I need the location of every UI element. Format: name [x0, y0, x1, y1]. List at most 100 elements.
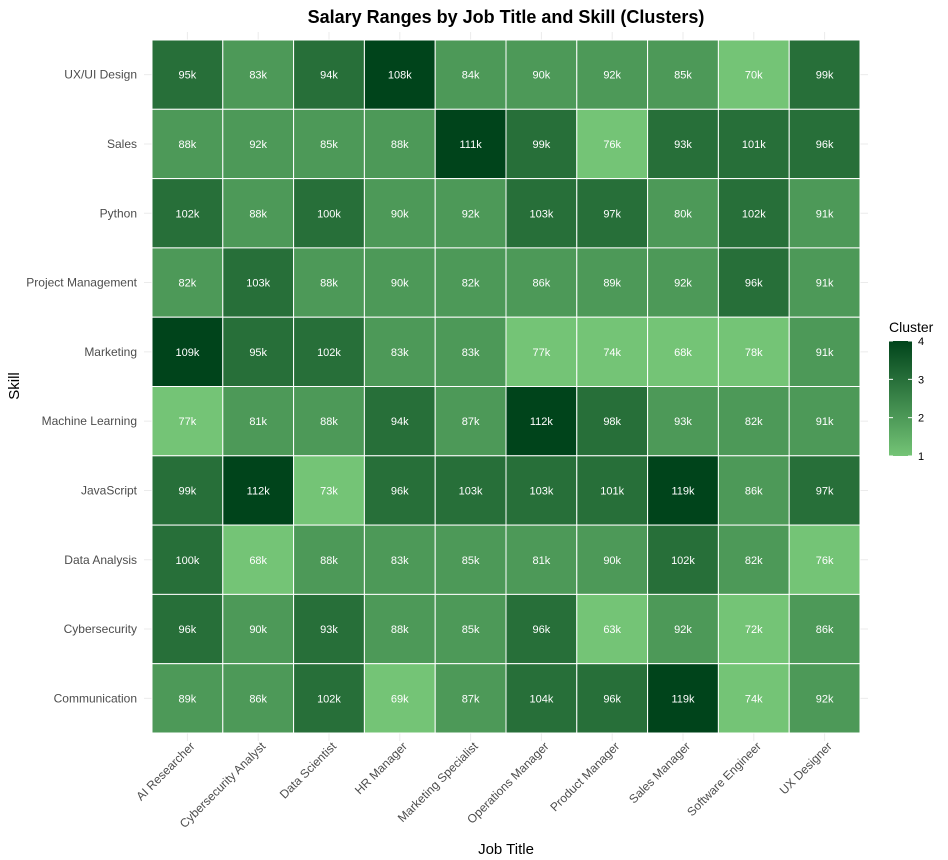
cell-value-label: 102k [317, 693, 341, 705]
heatmap-cell [788, 524, 861, 595]
cell-value-label: 92k [674, 278, 692, 290]
cell-value-label: 88k [179, 139, 197, 151]
heatmap-cell [505, 247, 578, 318]
cell-value-label: 108k [388, 70, 412, 82]
cell-value-label: 102k [742, 208, 766, 220]
x-tick-label: Sales Manager [626, 739, 693, 806]
heatmap-cell [293, 247, 365, 318]
legend-title: Cluster [889, 319, 934, 335]
cell-value-label: 88k [320, 278, 338, 290]
x-tick-label: Data Scientist [277, 739, 340, 802]
cell-value-label: 103k [529, 485, 553, 497]
heatmap-cell [717, 316, 790, 388]
heatmap-cell [576, 663, 649, 734]
cell-value-label: 90k [249, 624, 267, 636]
cell-value-label: 85k [320, 139, 338, 151]
heatmap-cell [434, 386, 507, 457]
cell-value-label: 100k [175, 555, 199, 567]
cell-value-label: 82k [745, 416, 763, 428]
cell-value-label: 112k [247, 485, 271, 497]
heatmap-cell [788, 663, 861, 734]
cell-value-label: 86k [816, 624, 834, 636]
cell-value-label: 87k [462, 416, 480, 428]
cell-value-label: 84k [462, 70, 480, 82]
heatmap-cell [576, 386, 649, 457]
heatmap-cell [363, 316, 436, 388]
cell-value-label: 88k [320, 555, 338, 567]
heatmap-cell [576, 178, 649, 249]
heatmap-cell [576, 108, 649, 180]
cell-value-label: 70k [745, 70, 763, 82]
heatmap-cell [293, 316, 365, 388]
heatmap-cell [151, 663, 224, 734]
cell-value-label: 99k [179, 485, 197, 497]
cell-value-label: 92k [816, 693, 834, 705]
cell-value-label: 80k [674, 208, 692, 220]
cell-value-label: 103k [529, 208, 553, 220]
y-tick-label: Machine Learning [42, 414, 137, 428]
cell-value-label: 97k [603, 208, 621, 220]
heatmap-cell [151, 524, 224, 595]
heatmap-cell [434, 455, 507, 526]
heatmap-cell [222, 386, 295, 457]
cell-value-label: 93k [674, 416, 692, 428]
heatmap-cell [576, 455, 649, 526]
heatmap-cell [363, 247, 436, 318]
cell-value-label: 95k [249, 347, 267, 359]
cell-value-label: 74k [745, 693, 763, 705]
cell-value-label: 93k [320, 624, 338, 636]
cell-value-label: 96k [745, 278, 763, 290]
heatmap-cell [717, 247, 790, 318]
heatmap-cell [222, 524, 295, 595]
cell-value-label: 74k [603, 347, 621, 359]
cell-value-label: 88k [391, 624, 409, 636]
heatmap-cell [293, 39, 365, 110]
heatmap-cell [717, 663, 790, 734]
cell-value-label: 100k [317, 208, 341, 220]
cell-value-label: 77k [179, 416, 197, 428]
cell-value-label: 91k [816, 347, 834, 359]
y-tick-label: Project Management [26, 276, 137, 290]
heatmap-cell [788, 593, 861, 665]
cell-value-label: 83k [462, 347, 480, 359]
legend-tick-label: 4 [918, 336, 924, 348]
heatmap-cell [151, 593, 224, 665]
cell-value-label: 99k [533, 139, 551, 151]
heatmap-cell [434, 178, 507, 249]
heatmap-cell [717, 108, 790, 180]
heatmap-cell [647, 455, 719, 526]
cell-value-label: 63k [603, 624, 621, 636]
y-tick-label: Sales [107, 137, 137, 151]
x-axis-title: Job Title [478, 841, 534, 858]
heatmap-cell [222, 39, 295, 110]
cell-value-label: 111k [459, 139, 482, 151]
heatmap-cell [717, 524, 790, 595]
heatmap-cell [788, 39, 861, 110]
cell-value-label: 109k [175, 347, 199, 359]
cell-value-label: 99k [816, 70, 834, 82]
x-tick-label: HR Manager [352, 739, 410, 797]
chart-title: Salary Ranges by Job Title and Skill (Cl… [308, 7, 705, 27]
heatmap-cell [505, 455, 578, 526]
cell-value-label: 119k [671, 693, 695, 705]
cell-value-label: 73k [320, 485, 338, 497]
cell-value-label: 92k [603, 70, 621, 82]
cell-value-label: 88k [320, 416, 338, 428]
cell-value-label: 103k [459, 485, 483, 497]
cell-value-label: 102k [671, 555, 695, 567]
cell-value-label: 77k [533, 347, 551, 359]
cell-value-label: 89k [179, 693, 197, 705]
heatmap-cell [717, 178, 790, 249]
heatmap-cell [293, 386, 365, 457]
cell-value-label: 94k [391, 416, 409, 428]
legend-tick-label: 1 [918, 451, 924, 463]
cell-value-label: 82k [462, 278, 480, 290]
heatmap-cell [505, 108, 578, 180]
cell-value-label: 90k [603, 555, 621, 567]
cell-value-label: 81k [533, 555, 551, 567]
cell-value-label: 92k [674, 624, 692, 636]
heatmap-cell [222, 593, 295, 665]
cell-value-label: 87k [462, 693, 480, 705]
cell-value-label: 102k [175, 208, 199, 220]
